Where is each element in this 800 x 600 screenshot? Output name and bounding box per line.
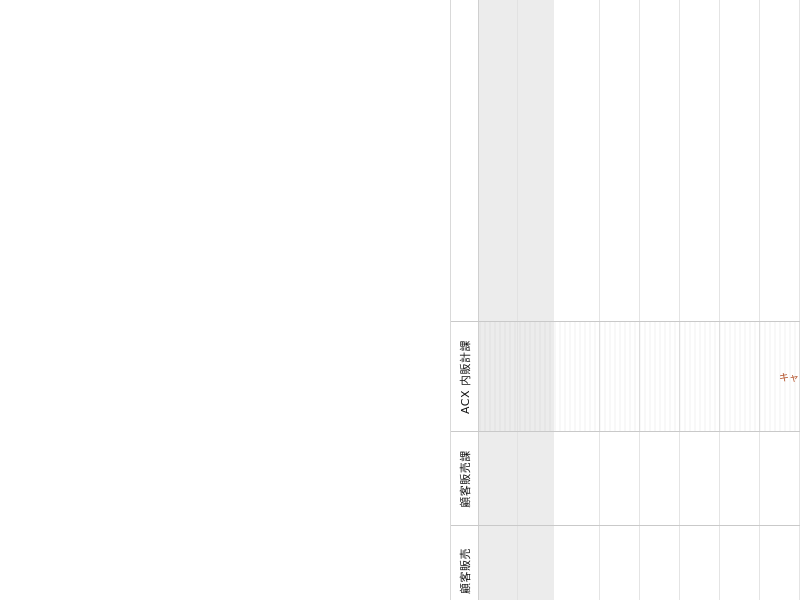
blank-workspace — [0, 0, 450, 600]
row-label-text: 顧客販売課 — [459, 449, 472, 508]
grid-line — [719, 0, 720, 600]
schedule-board[interactable]: ACX 内販計課 顧客販売課 顧客販売 キャ — [450, 0, 800, 600]
row-label-text: ACX 内販計課 — [459, 339, 473, 414]
row-divider — [451, 431, 800, 432]
grid-line — [599, 0, 600, 600]
row-label-column — [451, 0, 479, 600]
gray-column-1 — [479, 0, 518, 600]
row-divider — [451, 321, 800, 322]
acx-row-band[interactable] — [479, 322, 800, 431]
grid-line — [759, 0, 760, 600]
row-divider — [451, 525, 800, 526]
grid-line — [679, 0, 680, 600]
row-label-customer-sales: 顧客販売 — [451, 526, 479, 600]
row-label-text: 顧客販売 — [459, 548, 472, 594]
event-label[interactable]: キャ — [779, 373, 799, 384]
row-label-acx: ACX 内販計課 — [451, 322, 479, 431]
grid-line — [639, 0, 640, 600]
gray-column-2 — [518, 0, 554, 600]
row-label-customer-sales-section: 顧客販売課 — [451, 432, 479, 525]
